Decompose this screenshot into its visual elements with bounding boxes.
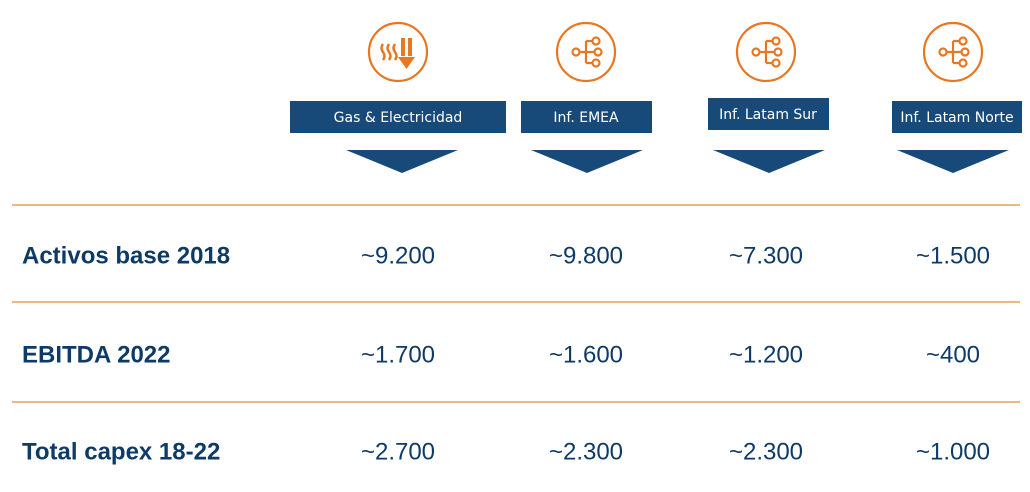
arrow [346,150,458,173]
cell-value: ~400 [926,341,980,368]
cell-value: ~1.000 [916,438,990,465]
cell-value: ~7.300 [729,242,803,269]
icon-network [922,21,984,83]
table-body: Activos base 2018 ~9.200 ~9.800 ~7.300 ~1.50… [22,242,990,465]
row-label: Total capex 18-22 [22,438,220,465]
row-label: EBITDA 2022 [22,341,171,368]
cell-value: ~1.200 [729,341,803,368]
arrow [713,150,825,173]
header-box [892,101,1022,133]
column-label: Inf. Latam Sur [719,107,817,123]
column-label: Gas & Electricidad [334,110,463,126]
cell-value: ~2.700 [361,438,435,465]
cell-value: ~1.500 [916,242,990,269]
cell-value: ~9.200 [361,242,435,269]
cell-value: ~1.700 [361,341,435,368]
icon-network [735,21,797,83]
icon-gas-electricity [367,21,429,83]
cell-value: ~2.300 [549,438,623,465]
cell-value: ~1.600 [549,341,623,368]
arrow [531,150,643,173]
cell-value: ~9.800 [549,242,623,269]
header-box [708,98,829,130]
column-label: Inf. EMEA [553,110,619,126]
column-label: Inf. Latam Norte [900,110,1013,126]
arrow [897,150,1009,173]
header-box [290,101,506,133]
icon-network [555,21,617,83]
cell-value: ~2.300 [729,438,803,465]
row-label: Activos base 2018 [22,242,230,269]
header-box [521,101,652,133]
